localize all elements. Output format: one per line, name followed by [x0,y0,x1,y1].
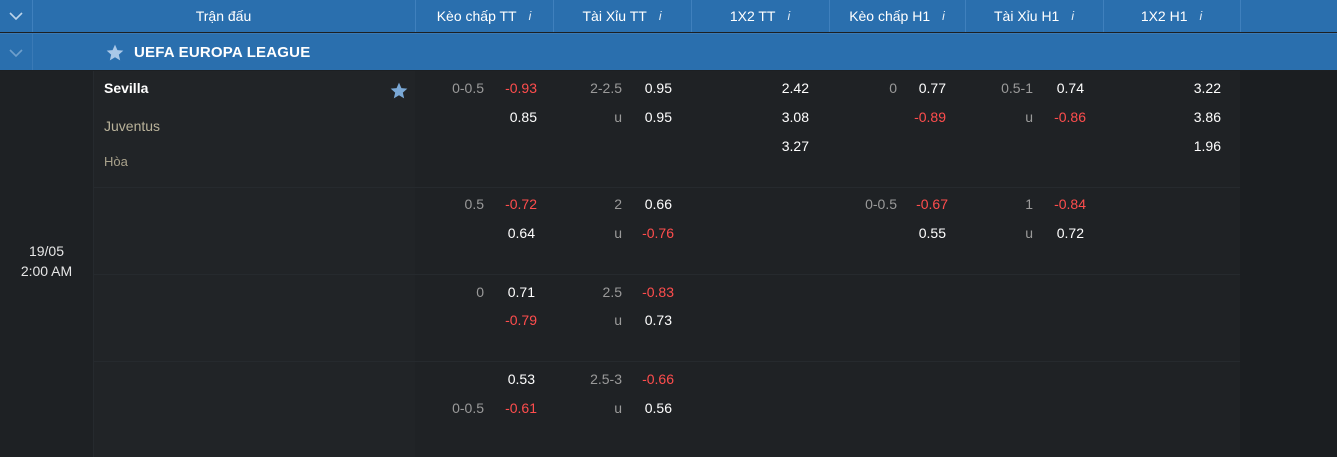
total-line: 2-2.5 [590,80,622,96]
under-label: u [614,109,622,125]
chevron-down-icon[interactable] [9,48,23,58]
under-label: u [1025,225,1033,241]
match-date: 19/05 [28,243,65,259]
header-kc-tt: Kèo chấp TT i [436,8,532,24]
odds-value[interactable]: -0.86 [1054,109,1086,125]
odds-value[interactable]: 3.27 [781,138,809,154]
odds-value[interactable]: 0.73 [644,312,672,328]
odds-value[interactable]: 0.72 [1056,225,1084,241]
info-icon[interactable]: i [942,9,945,23]
match-time-column [0,71,93,457]
header-match: Trận đấu [195,8,252,24]
star-icon[interactable] [389,81,409,101]
odds-value[interactable]: -0.93 [505,80,537,96]
under-label: u [614,225,622,241]
draw-label: Hòa [104,154,128,169]
odds-value[interactable]: 0.95 [644,109,672,125]
under-label: u [614,400,622,416]
odds-value[interactable]: 0.71 [507,284,535,300]
odds-value[interactable]: -0.66 [642,371,674,387]
odds-value[interactable]: 0.64 [507,225,535,241]
header-1x2-tt: 1X2 TT i [729,8,791,24]
total-line: 2 [614,196,622,212]
match-time: 2:00 AM [20,263,73,279]
odds-value[interactable]: -0.89 [914,109,946,125]
handicap-line: 0-0.5 [452,400,484,416]
info-icon[interactable]: i [1071,9,1075,23]
total-line: 2.5 [602,284,622,300]
info-icon[interactable]: i [1199,9,1203,23]
odds-value[interactable]: 3.22 [1193,80,1221,96]
total-line: 2.5-3 [590,371,622,387]
under-label: u [1025,109,1033,125]
league-name: UEFA EUROPA LEAGUE [134,44,311,61]
odds-area [415,71,1240,457]
odds-value[interactable]: -0.79 [505,312,537,328]
header-1x2-h1: 1X2 H1 i [1140,8,1203,24]
info-icon[interactable]: i [658,9,662,23]
odds-table-header: Trận đấu Kèo chấp TT i Tài Xỉu TT i 1X2 TT… [0,0,1337,32]
handicap-line: 0.5 [464,196,484,212]
total-line: 1 [1025,196,1033,212]
league-row[interactable]: UEFA EUROPA LEAGUE [0,33,1337,70]
odds-value[interactable]: 0.56 [644,400,672,416]
handicap-line: 0-0.5 [865,196,897,212]
odds-value[interactable]: -0.72 [505,196,537,212]
under-label: u [614,312,622,328]
odds-value[interactable]: 0.66 [644,196,672,212]
info-icon[interactable]: i [787,9,791,23]
header-kc-h1: Kèo chấp H1 i [849,8,945,24]
odds-value[interactable]: 0.74 [1056,80,1084,96]
header-tx-tt: Tài Xỉu TT i [582,8,662,24]
header-tx-h1: Tài Xỉu H1 i [993,8,1075,24]
odds-value[interactable]: 3.08 [781,109,809,125]
handicap-line: 0-0.5 [452,80,484,96]
odds-value[interactable]: -0.84 [1054,196,1086,212]
star-icon[interactable] [105,43,125,63]
odds-value[interactable]: 0.95 [644,80,672,96]
odds-value[interactable]: -0.76 [642,225,674,241]
info-icon[interactable]: i [528,9,532,23]
away-team[interactable]: Juventus [104,118,161,134]
right-padding [1240,71,1337,457]
odds-value[interactable]: 0.55 [918,225,946,241]
odds-value[interactable]: 1.96 [1193,138,1221,154]
home-team[interactable]: Sevilla [104,80,149,96]
chevron-down-icon[interactable] [9,11,23,21]
odds-value[interactable]: 2.42 [781,80,809,96]
odds-value[interactable]: 0.85 [509,109,537,125]
odds-value[interactable]: 0.53 [507,371,535,387]
odds-value[interactable]: -0.61 [505,400,537,416]
odds-value[interactable]: 0.77 [918,80,946,96]
odds-value[interactable]: -0.67 [916,196,948,212]
handicap-line: 0 [889,80,897,96]
match-info-column [93,71,415,457]
odds-value[interactable]: -0.83 [642,284,674,300]
handicap-line: 0 [476,284,484,300]
total-line: 0.5-1 [1001,80,1033,96]
odds-value[interactable]: 3.86 [1193,109,1221,125]
